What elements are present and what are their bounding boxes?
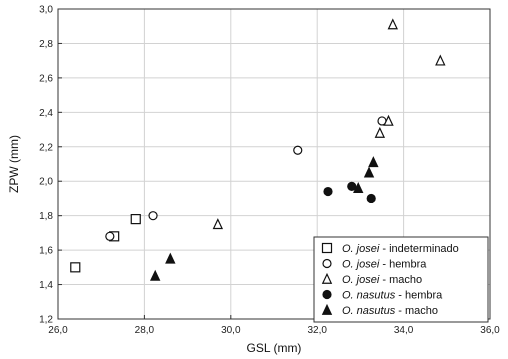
y-tick-label: 1,2 bbox=[39, 315, 53, 326]
y-tick-label: 1,6 bbox=[39, 246, 53, 257]
legend-taxon: O. josei bbox=[342, 274, 380, 286]
x-tick-label: 28,0 bbox=[135, 325, 155, 336]
x-tick-label: 34,0 bbox=[394, 325, 414, 336]
data-point bbox=[323, 186, 333, 197]
y-axis-ticks: 1,2 1,4 1,6 1,8 2,0 2,2 2,4 2,6 2,8 3,0 bbox=[39, 5, 62, 326]
legend-marker bbox=[321, 242, 333, 254]
series-nasutus-macho bbox=[150, 156, 379, 281]
legend-label: O. josei - hembra bbox=[342, 259, 427, 271]
data-point bbox=[70, 262, 81, 273]
legend-sex: - hembra bbox=[395, 290, 443, 302]
y-axis-title: ZPW (mm) bbox=[7, 135, 21, 193]
legend-taxon: O. nasutus bbox=[342, 290, 396, 302]
data-point bbox=[353, 181, 364, 193]
data-point bbox=[368, 156, 379, 168]
legend-entry: O. josei - macho bbox=[321, 272, 422, 286]
legend-marker bbox=[321, 303, 333, 315]
y-tick-label: 1,8 bbox=[39, 211, 53, 222]
data-points bbox=[70, 18, 446, 281]
data-point bbox=[212, 218, 224, 230]
y-tick-label: 2,6 bbox=[39, 73, 53, 84]
data-point bbox=[130, 214, 141, 225]
legend-label: O. josei - indeterminado bbox=[342, 243, 459, 255]
x-tick-label: 26,0 bbox=[48, 325, 68, 336]
x-tick-label: 36,0 bbox=[480, 325, 500, 336]
legend-sex: - macho bbox=[379, 274, 422, 286]
legend-entry: O. josei - hembra bbox=[322, 258, 427, 271]
series-josei-macho bbox=[212, 18, 446, 230]
legend-taxon: O. josei bbox=[342, 243, 380, 255]
legend-label: O. josei - macho bbox=[342, 274, 422, 286]
legend-sex: - indeterminado bbox=[379, 243, 459, 255]
x-axis-title: GSL (mm) bbox=[247, 341, 302, 355]
x-tick-label: 32,0 bbox=[307, 325, 327, 336]
data-point bbox=[150, 269, 161, 281]
data-point bbox=[105, 231, 115, 241]
data-point bbox=[165, 252, 176, 264]
legend-marker bbox=[321, 272, 333, 284]
legend-sex: - hembra bbox=[379, 259, 427, 271]
y-tick-label: 2,2 bbox=[39, 142, 53, 153]
y-tick-label: 2,4 bbox=[39, 108, 53, 119]
series-josei-indeterminado bbox=[70, 214, 141, 273]
legend-box bbox=[313, 236, 489, 323]
legend-sex: - macho bbox=[395, 305, 438, 317]
x-tick-label: 30,0 bbox=[221, 325, 241, 336]
y-tick-label: 3,0 bbox=[39, 5, 53, 16]
y-tick-label: 1,4 bbox=[39, 280, 53, 291]
legend-label: O. nasutus - hembra bbox=[342, 290, 443, 302]
legend-marker bbox=[322, 258, 332, 269]
data-point bbox=[363, 166, 375, 178]
data-point bbox=[374, 126, 386, 138]
series-josei-hembra bbox=[105, 116, 387, 241]
legend-label: O. nasutus - macho bbox=[342, 305, 438, 317]
legend-taxon: O. nasutus bbox=[342, 305, 396, 317]
legend-entry: O. nasutus - macho bbox=[321, 303, 438, 317]
data-point bbox=[435, 54, 446, 66]
legend-marker bbox=[322, 289, 332, 300]
plot-area-frame bbox=[57, 8, 491, 320]
data-point bbox=[347, 181, 357, 191]
y-tick-label: 2,8 bbox=[39, 39, 53, 50]
legend-entry: O. josei - indeterminado bbox=[321, 242, 459, 255]
data-point bbox=[383, 114, 394, 126]
legend-taxon: O. josei bbox=[342, 259, 380, 271]
legend-entry: O. nasutus - hembra bbox=[322, 289, 443, 302]
data-point bbox=[366, 193, 376, 204]
data-point bbox=[148, 211, 158, 221]
y-tick-label: 2,0 bbox=[39, 177, 53, 188]
data-point bbox=[387, 18, 398, 30]
series-nasutus-hembra bbox=[323, 181, 376, 204]
data-point bbox=[293, 145, 303, 155]
